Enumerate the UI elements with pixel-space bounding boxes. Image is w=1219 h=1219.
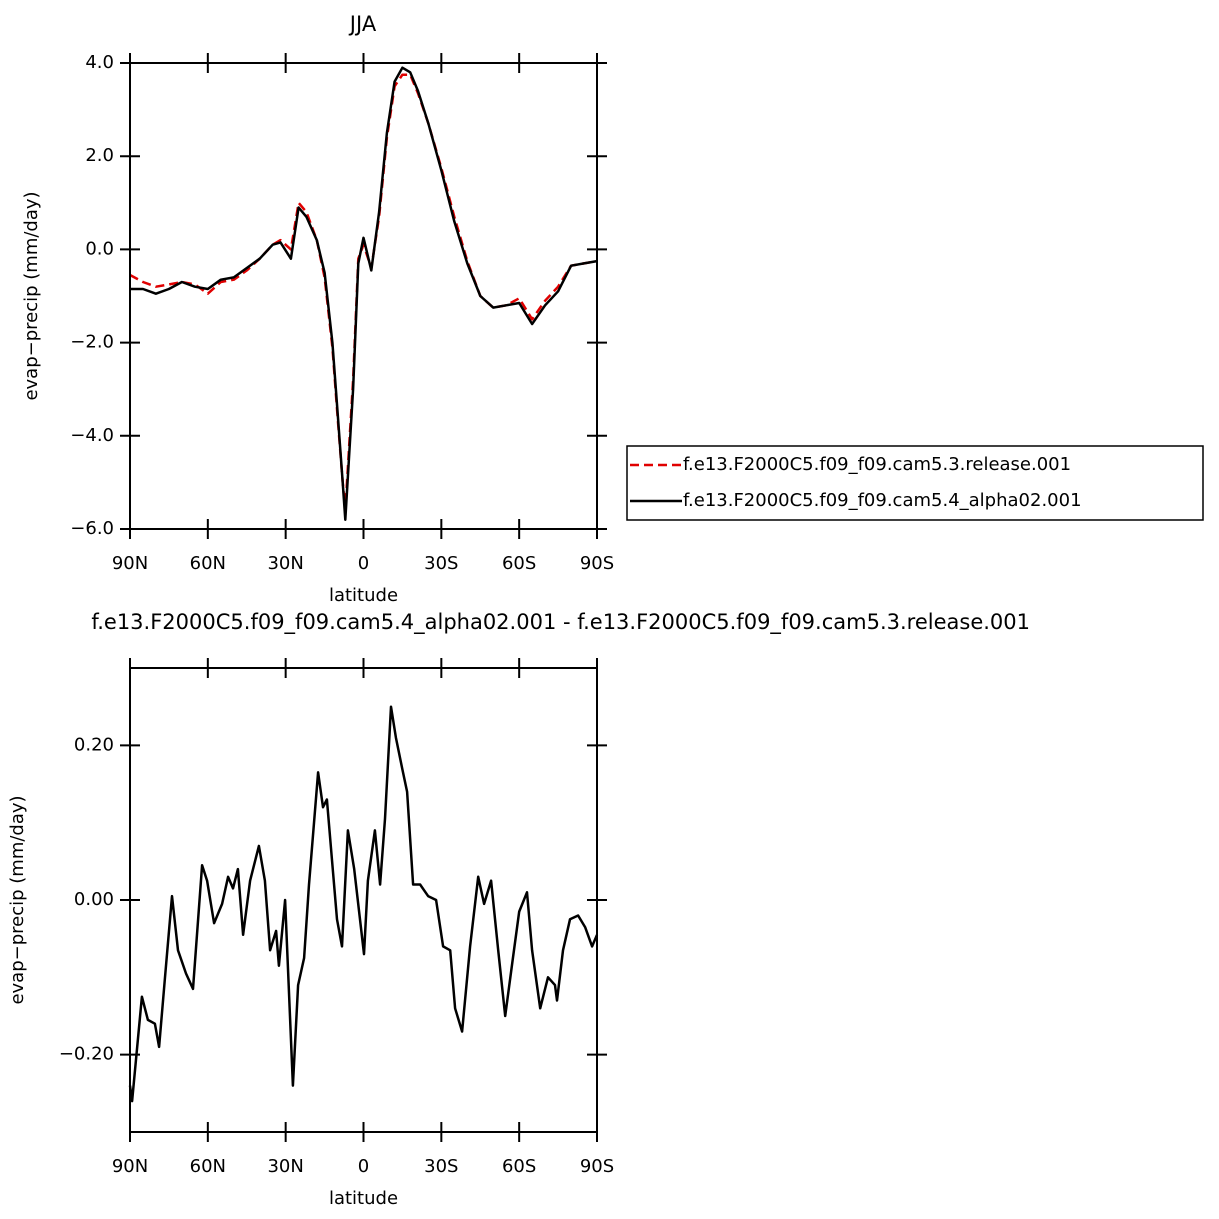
y-tick-label: 2.0 [85, 145, 114, 166]
x-axis-label: latitude [329, 585, 398, 606]
x-tick-label: 60N [190, 1156, 226, 1177]
y-axis-label: evap−precip (mm/day) [7, 795, 28, 1004]
x-tick-label: 30N [267, 1156, 303, 1177]
data-line [129, 73, 598, 512]
data-line [128, 705, 599, 1103]
x-tick-label: 90S [580, 1156, 614, 1177]
y-tick-label: −6.0 [70, 518, 114, 539]
x-tick-label: 30S [424, 553, 458, 574]
x-tick-label: 60S [502, 1156, 536, 1177]
x-tick-label: 90N [112, 553, 148, 574]
y-tick-label: 0.20 [74, 734, 114, 755]
x-tick-label: 30N [267, 553, 303, 574]
legend-label: f.e13.F2000C5.f09_f09.cam5.4_alpha02.001 [683, 490, 1082, 511]
x-tick-label: 90N [112, 1156, 148, 1177]
x-axis-label: latitude [329, 1188, 398, 1209]
x-tick-label: 30S [424, 1156, 458, 1177]
y-axis-label: evap−precip (mm/day) [21, 191, 42, 400]
y-tick-label: 4.0 [85, 52, 114, 73]
x-tick-label: 60N [190, 553, 226, 574]
y-tick-label: 0.00 [74, 889, 114, 910]
y-tick-label: −0.20 [59, 1044, 114, 1065]
x-tick-label: 0 [358, 1156, 369, 1177]
data-line [130, 66, 598, 521]
legend: f.e13.F2000C5.f09_f09.cam5.3.release.001… [626, 445, 1204, 521]
y-tick-label: −2.0 [70, 332, 114, 353]
plot-frame [129, 667, 598, 1133]
y-tick-label: 0.0 [85, 238, 114, 259]
x-tick-label: 90S [580, 553, 614, 574]
chart-title: JJA [348, 12, 377, 36]
legend-label: f.e13.F2000C5.f09_f09.cam5.3.release.001 [683, 454, 1071, 475]
chart-title: f.e13.F2000C5.f09_f09.cam5.4_alpha02.001… [91, 610, 1030, 635]
plot-frame [129, 62, 598, 530]
x-tick-label: 60S [502, 553, 536, 574]
y-tick-label: −4.0 [70, 425, 114, 446]
legend-box [626, 445, 1204, 521]
x-tick-label: 0 [358, 553, 369, 574]
